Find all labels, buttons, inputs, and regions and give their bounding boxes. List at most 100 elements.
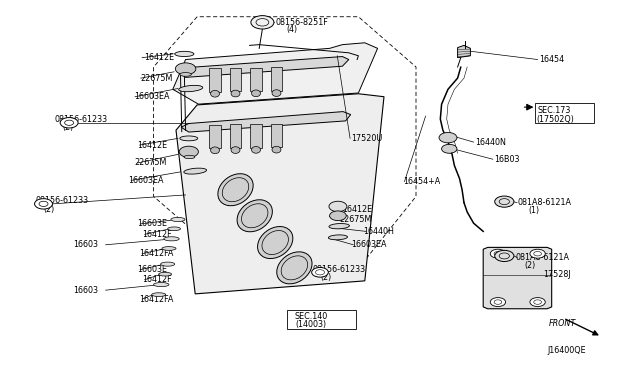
Polygon shape <box>230 124 241 148</box>
Polygon shape <box>250 124 262 148</box>
Ellipse shape <box>152 293 166 296</box>
Text: 16454: 16454 <box>539 55 564 64</box>
Text: 16412FA: 16412FA <box>140 295 174 304</box>
Circle shape <box>251 16 274 29</box>
Circle shape <box>495 250 514 262</box>
Polygon shape <box>176 94 384 294</box>
Polygon shape <box>271 67 282 91</box>
Ellipse shape <box>164 237 179 241</box>
Ellipse shape <box>211 90 220 97</box>
Text: 17528J: 17528J <box>543 270 570 279</box>
Circle shape <box>175 63 196 75</box>
Text: 16412FA: 16412FA <box>140 249 174 258</box>
Ellipse shape <box>237 200 273 232</box>
Polygon shape <box>181 112 351 132</box>
Text: 22675M: 22675M <box>141 74 173 83</box>
Ellipse shape <box>231 90 240 97</box>
Text: (2): (2) <box>63 123 74 132</box>
Circle shape <box>179 146 198 157</box>
Text: (4): (4) <box>287 25 298 34</box>
Text: 16454+A: 16454+A <box>403 177 440 186</box>
Polygon shape <box>483 247 552 309</box>
Circle shape <box>329 201 347 212</box>
Ellipse shape <box>159 272 172 276</box>
Ellipse shape <box>180 73 191 76</box>
Text: 16603: 16603 <box>74 286 99 295</box>
Circle shape <box>530 249 545 258</box>
Circle shape <box>490 298 506 307</box>
Text: 16603EA: 16603EA <box>128 176 163 185</box>
Ellipse shape <box>211 147 220 154</box>
Text: (1): (1) <box>528 206 539 215</box>
Text: 081A8-6121A: 081A8-6121A <box>515 253 569 262</box>
Polygon shape <box>209 125 221 148</box>
Circle shape <box>442 144 457 153</box>
Text: SEC.140: SEC.140 <box>294 312 328 321</box>
Text: 16603E: 16603E <box>138 219 168 228</box>
Ellipse shape <box>168 227 180 231</box>
Ellipse shape <box>218 174 253 206</box>
Circle shape <box>60 118 78 128</box>
Text: 16603: 16603 <box>74 240 99 249</box>
Circle shape <box>330 211 346 221</box>
Ellipse shape <box>171 217 185 221</box>
Text: 16603EA: 16603EA <box>351 240 386 249</box>
Ellipse shape <box>179 85 203 92</box>
Ellipse shape <box>184 168 207 174</box>
Ellipse shape <box>272 146 281 153</box>
Text: 16412E: 16412E <box>342 205 372 214</box>
Ellipse shape <box>257 227 293 259</box>
Polygon shape <box>173 43 378 104</box>
Ellipse shape <box>329 224 349 229</box>
Ellipse shape <box>252 147 260 153</box>
Text: 16412E: 16412E <box>144 53 174 62</box>
Ellipse shape <box>161 262 175 266</box>
Text: (2): (2) <box>525 261 536 270</box>
Text: 16412E: 16412E <box>138 141 168 150</box>
Text: 08156-8251F: 08156-8251F <box>275 18 328 27</box>
Text: 16603EA: 16603EA <box>134 92 170 101</box>
Ellipse shape <box>276 252 312 284</box>
Text: 08156-61233: 08156-61233 <box>54 115 108 124</box>
Polygon shape <box>271 124 282 147</box>
Text: 08156-61233: 08156-61233 <box>35 196 88 205</box>
Text: FRONT: FRONT <box>549 319 577 328</box>
Ellipse shape <box>154 283 169 286</box>
Circle shape <box>312 267 328 277</box>
Text: 16412F: 16412F <box>142 275 172 284</box>
Polygon shape <box>250 68 262 91</box>
Text: 081A8-6121A: 081A8-6121A <box>517 198 571 207</box>
Text: 16B03: 16B03 <box>494 155 520 164</box>
Polygon shape <box>209 68 221 92</box>
Text: (17502Q): (17502Q) <box>536 115 574 124</box>
Text: 16412F: 16412F <box>142 230 172 239</box>
Circle shape <box>439 132 457 143</box>
Text: 22675M: 22675M <box>134 158 167 167</box>
Polygon shape <box>179 57 349 77</box>
Circle shape <box>495 196 514 207</box>
Text: J16400QE: J16400QE <box>547 346 586 355</box>
Ellipse shape <box>252 90 260 97</box>
Text: 08156-61233: 08156-61233 <box>312 265 365 274</box>
Circle shape <box>35 199 52 209</box>
Circle shape <box>490 249 506 258</box>
Ellipse shape <box>175 51 194 57</box>
Text: 16603E: 16603E <box>138 265 168 274</box>
Text: 22675M: 22675M <box>339 215 372 224</box>
Ellipse shape <box>272 90 281 96</box>
Text: SEC.173: SEC.173 <box>538 106 571 115</box>
Ellipse shape <box>162 247 176 250</box>
Polygon shape <box>458 45 470 58</box>
Ellipse shape <box>184 155 195 159</box>
Ellipse shape <box>180 136 198 141</box>
Text: 16440N: 16440N <box>475 138 506 147</box>
Circle shape <box>530 298 545 307</box>
Text: (2): (2) <box>44 205 55 214</box>
Ellipse shape <box>231 147 240 153</box>
Polygon shape <box>230 68 241 91</box>
Text: (2): (2) <box>320 273 332 282</box>
Ellipse shape <box>328 235 348 240</box>
Text: 16440H: 16440H <box>364 227 394 236</box>
Text: 17520U: 17520U <box>351 134 382 143</box>
Text: (14003): (14003) <box>296 320 327 329</box>
